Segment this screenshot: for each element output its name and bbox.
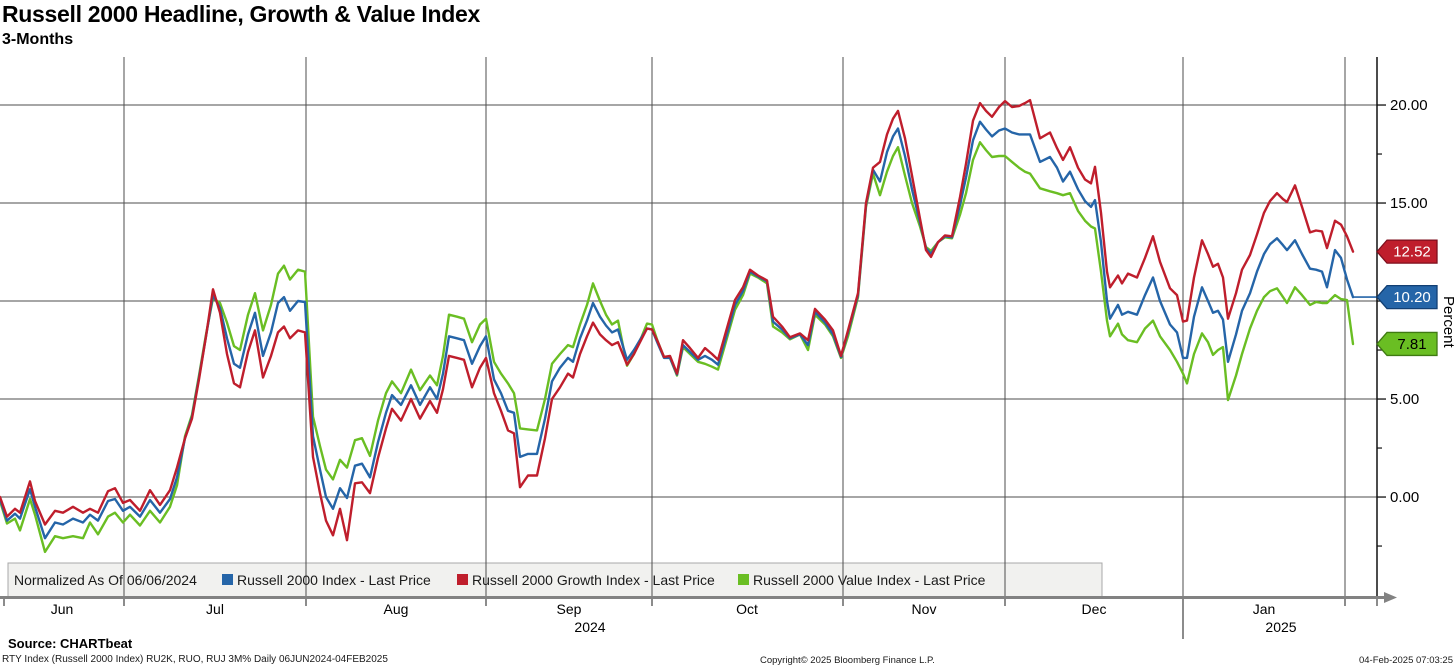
legend-band <box>7 562 1103 598</box>
series-line-russell-2000-value-index <box>0 141 1355 554</box>
y-axis-title: Percent <box>1440 296 1456 349</box>
page-title: Russell 2000 Headline, Growth & Value In… <box>2 1 480 27</box>
x-year-label: 2025 <box>1265 619 1296 635</box>
price-badge <box>1376 239 1438 264</box>
legend-swatch-icon <box>738 574 749 585</box>
x-axis-arrow-icon <box>1384 592 1397 603</box>
x-month-label: Sep <box>557 601 582 617</box>
series-line-russell-2000-index-- <box>0 120 1355 540</box>
ticker-meta-text: RTY Index (Russell 2000 Index) RU2K, RUO… <box>2 654 388 665</box>
price-badge-label: 10.20 <box>1393 289 1431 306</box>
x-month-label: Jan <box>1253 601 1276 617</box>
x-year-label: 2024 <box>574 619 605 635</box>
chart-subtitle: 3-Months <box>2 31 74 48</box>
legend-item[interactable]: Russell 2000 Index - Last Price <box>237 572 431 588</box>
x-month-label: Aug <box>384 601 409 617</box>
price-badge-label: 12.52 <box>1393 244 1431 261</box>
price-badge <box>1376 284 1438 310</box>
price-badge-label: 7.81 <box>1397 336 1426 353</box>
copyright-text: Copyright© 2025 Bloomberg Finance L.P. <box>760 655 935 665</box>
legend-normalized-label: Normalized As Of 06/06/2024 <box>14 572 197 588</box>
y-tick-label: 20.00 <box>1390 97 1428 114</box>
legend-swatch-icon <box>222 574 233 585</box>
source-label: Source: CHARTbeat <box>8 636 133 651</box>
x-month-label: Oct <box>736 601 758 617</box>
y-tick-label: 0.00 <box>1390 489 1419 506</box>
y-tick-label: 15.00 <box>1390 195 1428 212</box>
x-month-label: Jul <box>206 601 224 617</box>
x-month-label: Dec <box>1082 601 1107 617</box>
legend-swatch-icon <box>457 574 468 585</box>
price-badge <box>1376 331 1438 357</box>
y-tick-label: 5.00 <box>1390 391 1419 408</box>
timestamp-text: 04-Feb-2025 07:03:25 <box>1358 655 1453 665</box>
x-month-label: Jun <box>51 601 74 617</box>
legend-item[interactable]: Russell 2000 Growth Index - Last Price <box>472 572 715 588</box>
series-line-russell-2000-growth-index <box>0 98 1355 542</box>
x-month-label: Nov <box>912 601 937 617</box>
legend-item[interactable]: Russell 2000 Value Index - Last Price <box>753 572 986 588</box>
x-axis-line <box>0 596 1384 599</box>
